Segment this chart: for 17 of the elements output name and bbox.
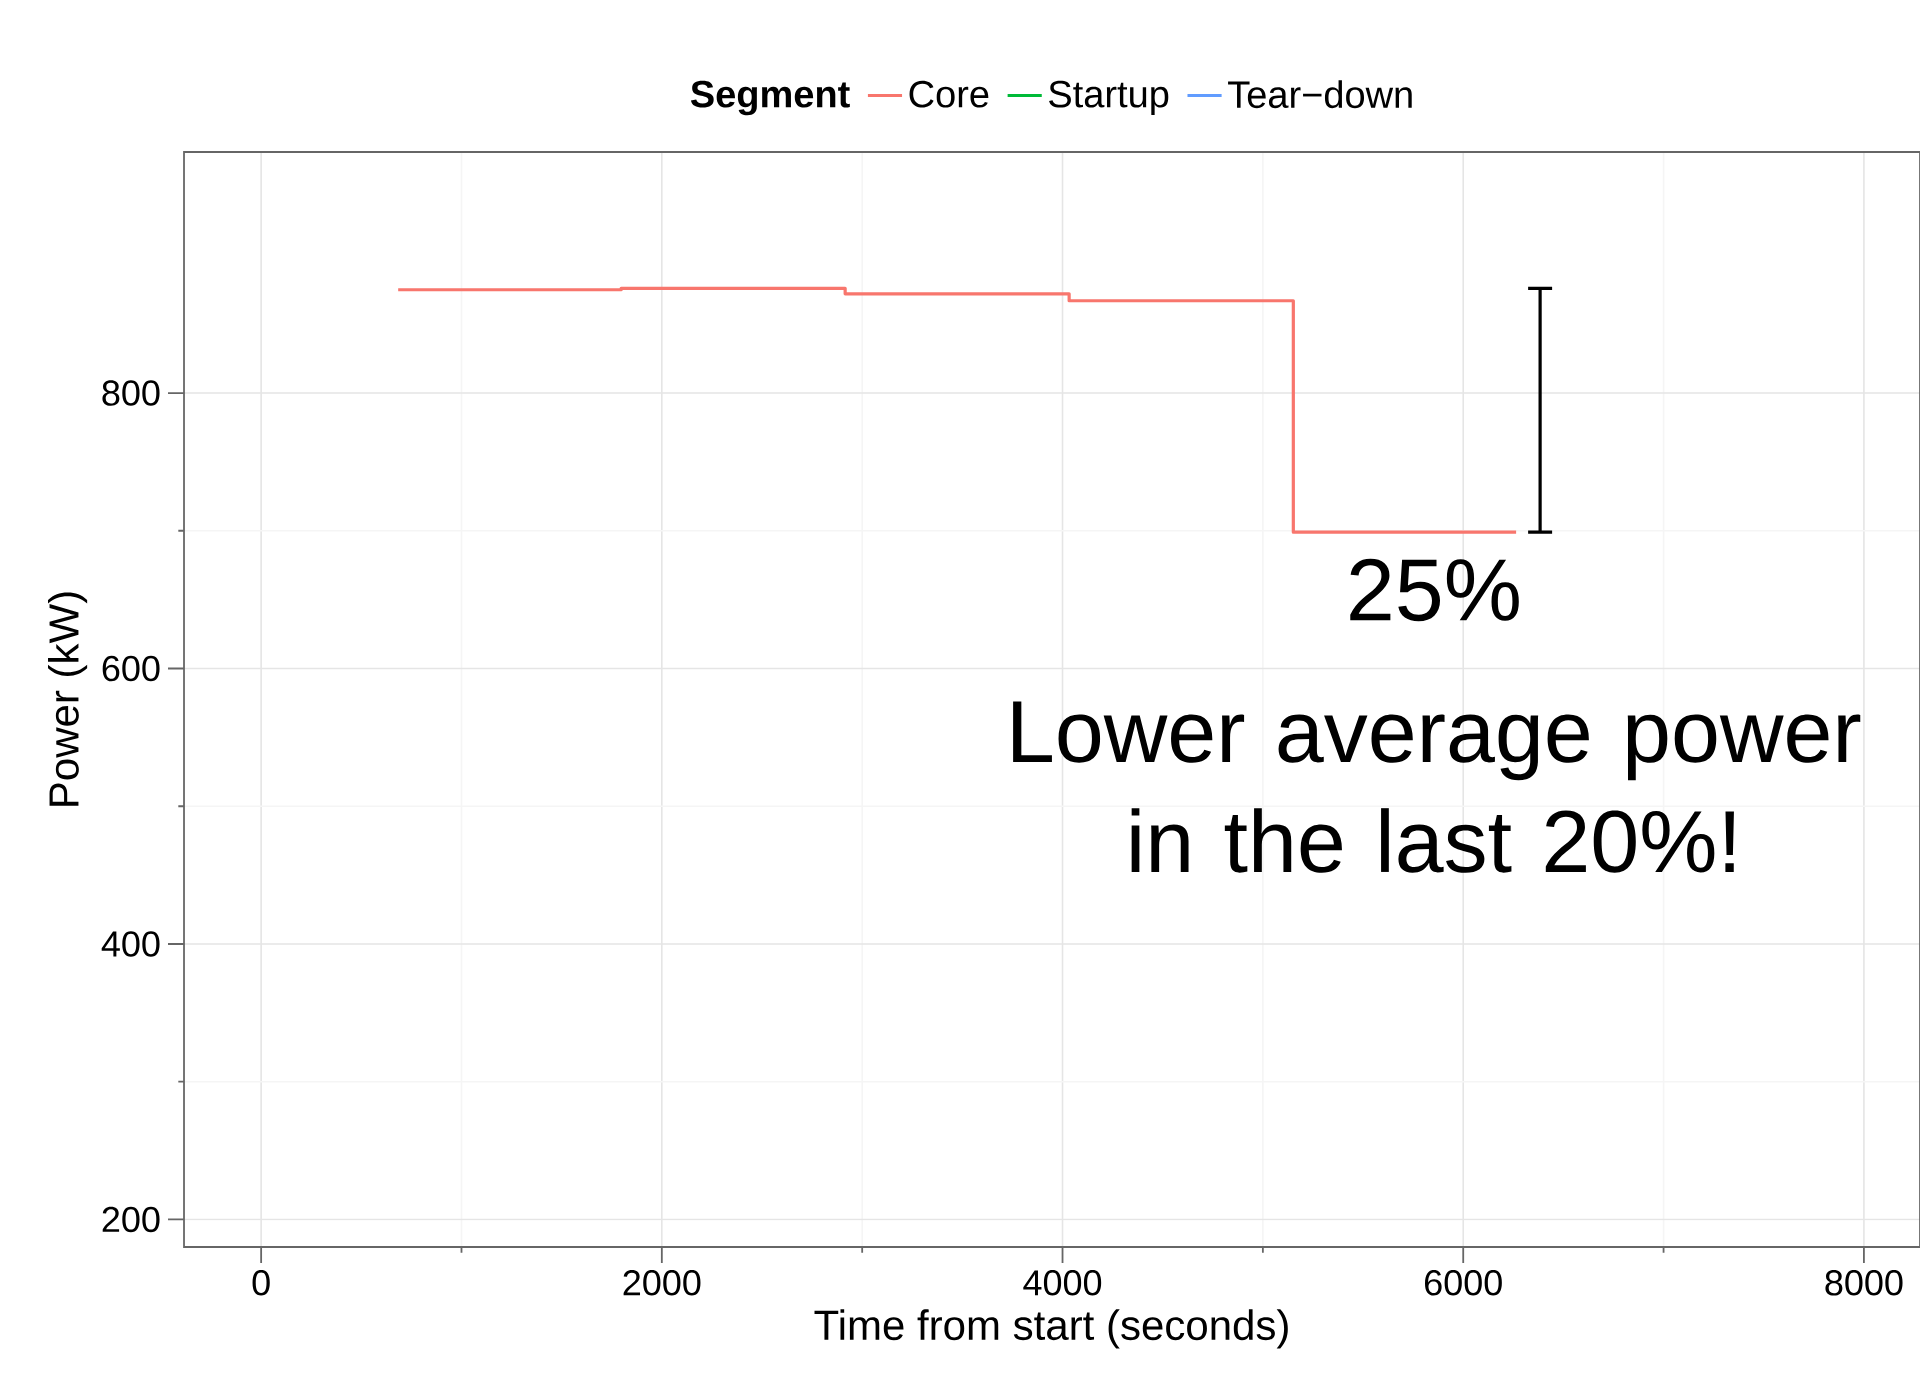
legend-label: Startup — [1049, 80, 1169, 116]
legend-label: Core — [909, 80, 989, 108]
x-tick-label: 8000 — [1825, 1270, 1903, 1296]
x-tick-label: 0 — [252, 1270, 270, 1296]
y-tick-label: 600 — [102, 655, 160, 682]
annotation: 25% — [1350, 558, 1519, 622]
x-tick-label: 4000 — [1023, 1270, 1102, 1296]
x-tick-label: 2000 — [623, 1270, 701, 1296]
x-tick-label: 6000 — [1425, 1270, 1502, 1296]
y-axis-title: Power (kW) — [48, 592, 88, 806]
x-axis-title: Time from start (seconds) — [814, 1309, 1288, 1349]
y-tick-label: 800 — [102, 380, 160, 406]
legend-title: Segment — [690, 80, 850, 116]
annotation: Lower average power in the last 20%! — [1013, 701, 1861, 873]
y-tick-label: 400 — [101, 931, 160, 957]
y-tick-label: 200 — [102, 1206, 160, 1233]
legend-label: Tear−down — [1228, 80, 1412, 109]
